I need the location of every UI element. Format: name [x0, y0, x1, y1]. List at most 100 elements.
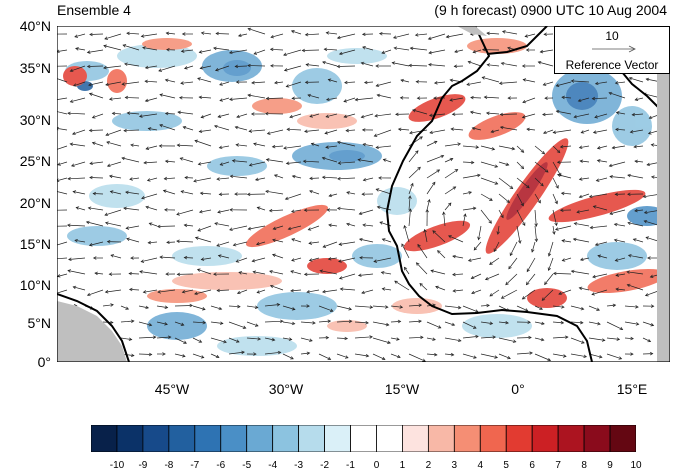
wind-vector-head: [612, 303, 617, 308]
wind-vector-head: [381, 287, 386, 291]
wind-vector: [452, 255, 464, 259]
wind-vector: [200, 192, 212, 195]
lat-label-5n: 5°N: [27, 315, 52, 331]
wind-vector-head: [162, 189, 167, 193]
wind-vector: [104, 209, 122, 216]
wind-vector: [236, 144, 248, 147]
wind-vector-head: [92, 256, 97, 260]
wind-vector-head: [176, 272, 181, 277]
wind-vector-head: [415, 80, 420, 84]
wind-vector-head: [436, 169, 441, 173]
wind-vector-head: [231, 159, 236, 163]
colorbar-box: [609, 425, 636, 452]
wind-vector: [291, 30, 302, 35]
wind-vector: [67, 177, 86, 180]
wind-vector-head: [472, 49, 477, 54]
wind-vector-head: [322, 60, 326, 65]
wind-vector: [480, 193, 493, 201]
wind-vector: [216, 241, 230, 247]
wind-vector-head: [631, 112, 636, 117]
wind-vector: [362, 224, 374, 227]
wind-vector: [121, 157, 140, 163]
wind-vector: [540, 49, 554, 53]
wind-vector: [486, 112, 500, 115]
wind-vector: [516, 209, 526, 226]
wind-vector: [542, 113, 554, 115]
wind-vector: [597, 255, 608, 259]
wind-vector-head: [196, 268, 201, 272]
wind-vector: [394, 47, 410, 51]
wind-vector-head: [358, 211, 363, 216]
wind-vector: [257, 207, 266, 211]
wind-vector-head: [336, 35, 341, 40]
wind-vector: [233, 241, 248, 246]
colorbar-tick-label: 4: [477, 460, 484, 471]
wind-vector-head: [254, 323, 259, 327]
wind-vector-head: [91, 141, 96, 146]
wind-vector-head: [526, 127, 530, 132]
wind-vector-head: [442, 211, 446, 216]
wind-vector-head: [397, 354, 401, 359]
wind-vector: [269, 270, 284, 275]
wind-vector: [126, 225, 140, 229]
lon-label-15w: 15°W: [384, 381, 420, 397]
wind-vector-head: [552, 271, 557, 276]
wind-vector: [228, 321, 246, 329]
wind-vector-head: [219, 82, 223, 86]
wind-vector: [70, 65, 86, 72]
wind-vector-head: [615, 127, 619, 132]
wind-vector: [324, 129, 338, 134]
wind-vector-head: [609, 211, 613, 215]
wind-vector: [473, 241, 482, 251]
wind-vector: [377, 206, 392, 211]
wind-vector: [635, 97, 644, 101]
wind-vector: [236, 113, 248, 118]
wind-vector: [606, 321, 623, 330]
wind-vector-head: [140, 259, 145, 263]
wind-vector: [57, 177, 68, 182]
wind-vector: [57, 145, 68, 150]
wind-vector: [337, 141, 356, 147]
wind-vector: [88, 81, 104, 86]
wind-vector-head: [235, 259, 240, 263]
wind-vector-head: [268, 208, 273, 213]
wind-vector-head: [496, 231, 500, 235]
wind-vector: [630, 129, 644, 133]
wind-vector-head: [248, 129, 253, 133]
wind-vector-head: [578, 145, 583, 150]
wind-vector: [145, 97, 158, 102]
wind-vector: [123, 129, 140, 132]
wind-vector-head: [57, 162, 61, 166]
wind-vector: [73, 81, 86, 87]
wind-vector-head: [241, 350, 245, 355]
wind-vector-head: [197, 77, 201, 81]
wind-vector: [444, 202, 452, 211]
wind-vector: [184, 257, 194, 259]
wind-vector-head: [534, 223, 538, 227]
wind-vector: [235, 126, 248, 131]
wind-vector: [358, 159, 374, 163]
wind-vector-head: [467, 258, 472, 262]
wind-vector: [219, 97, 230, 102]
wind-vector: [534, 353, 551, 361]
wind-vector-head: [494, 355, 499, 359]
wind-vector: [376, 81, 392, 87]
wind-vector: [192, 353, 204, 359]
wind-vector: [122, 44, 140, 51]
wind-vector: [180, 81, 194, 84]
wind-vector-head: [164, 78, 169, 83]
lon-label-30w: 30°W: [268, 381, 304, 397]
wind-vector-head: [72, 285, 77, 290]
wind-vector: [157, 225, 176, 227]
wind-vector: [174, 305, 193, 307]
wind-vector: [498, 209, 504, 218]
wind-vector-head: [164, 305, 169, 310]
wind-vector-head: [376, 205, 381, 210]
wind-vector: [199, 129, 212, 132]
wind-vector-head: [343, 114, 348, 119]
wind-vector: [382, 238, 392, 243]
wind-vector-head: [86, 64, 91, 69]
wind-vector-head: [542, 82, 547, 86]
wind-vector: [516, 177, 530, 189]
wind-vector-head: [500, 61, 505, 66]
